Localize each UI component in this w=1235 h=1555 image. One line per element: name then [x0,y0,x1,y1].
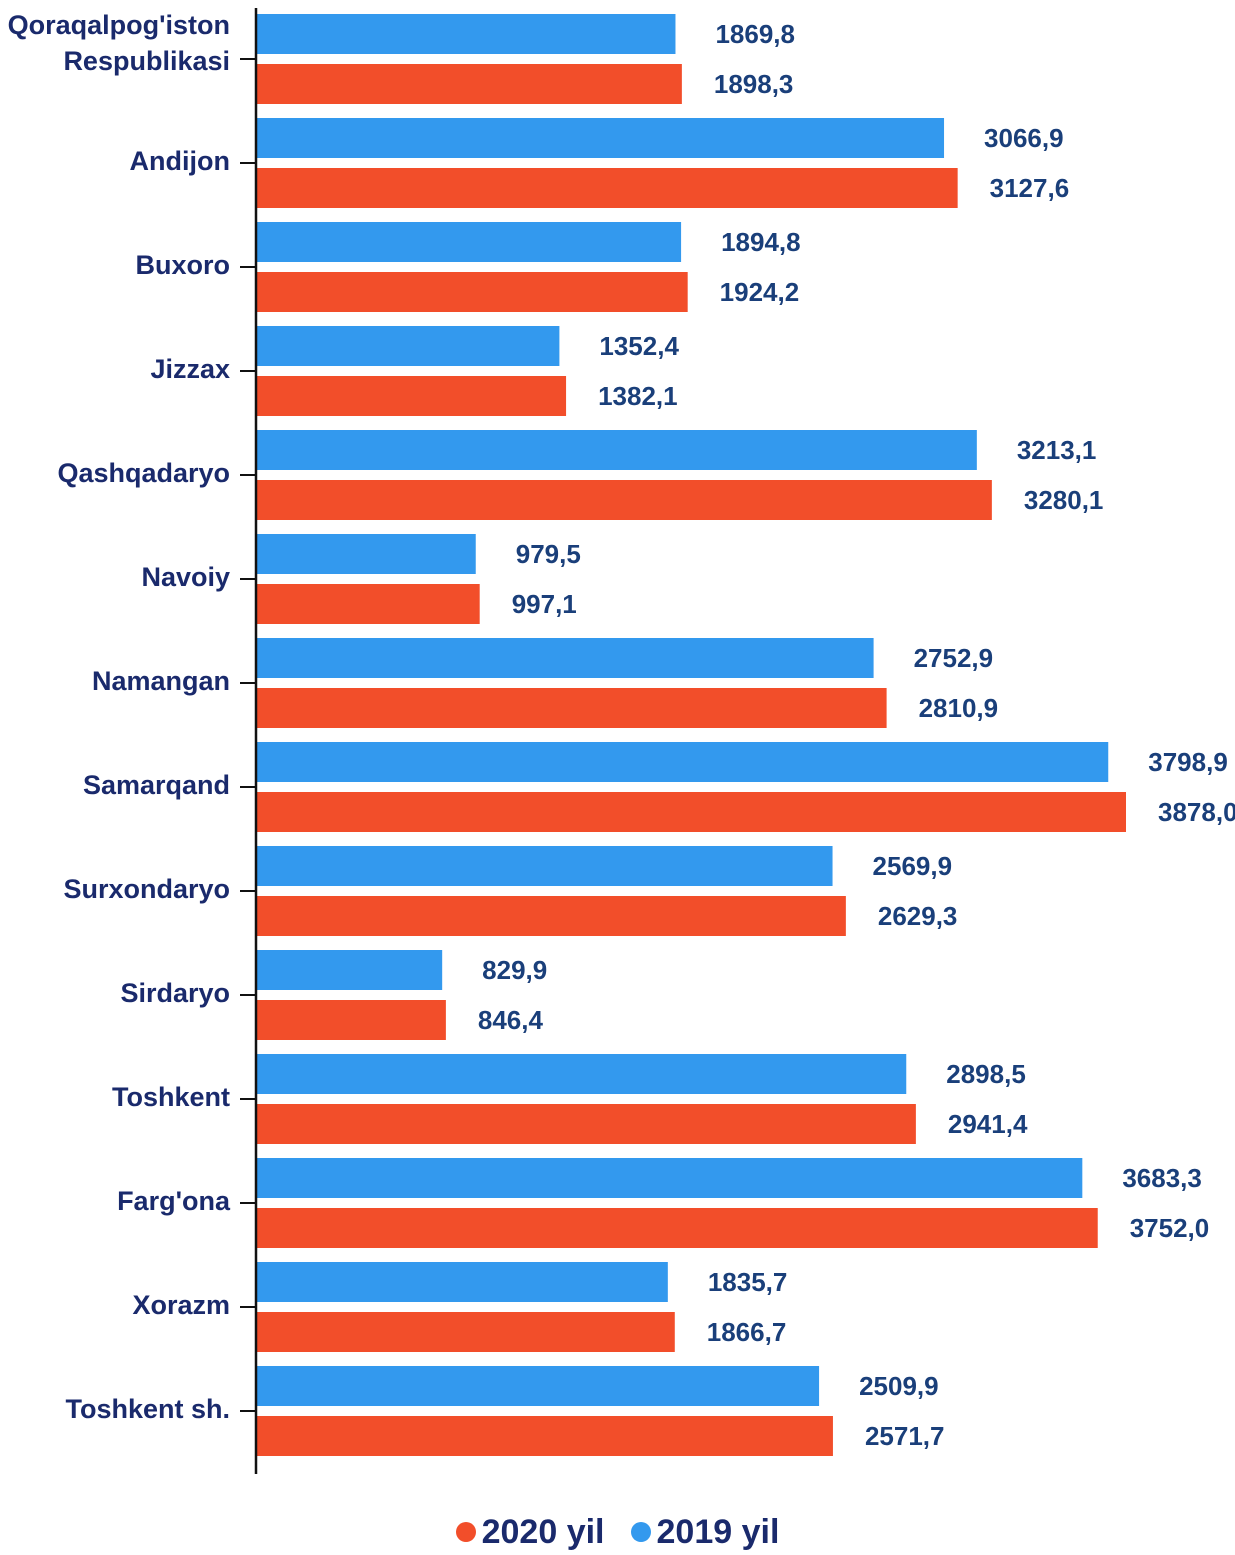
category-label: Respublikasi [63,46,230,76]
bar-2019 [256,1262,668,1302]
data-label-2020: 2571,7 [865,1421,945,1451]
category-label: Xorazm [132,1290,230,1320]
category-label: Jizzax [150,354,230,384]
data-label-2020: 2810,9 [919,693,999,723]
data-label-2020: 846,4 [478,1005,544,1035]
data-label-2020: 3280,1 [1024,485,1104,515]
legend-dot-2019-icon [630,1522,651,1542]
bar-2020 [256,272,688,312]
bar-2020 [256,1104,916,1144]
bar-2020 [256,168,958,208]
bar-2020 [256,1000,446,1040]
bar-2020 [256,1416,833,1456]
data-label-2020: 2941,4 [948,1109,1028,1139]
category-label: Qoraqalpog'iston [8,10,230,40]
data-label-2019: 2752,9 [914,643,994,673]
data-label-2019: 3066,9 [984,123,1064,153]
data-label-2020: 997,1 [512,589,577,619]
bar-2020 [256,792,1126,832]
legend-label-2020: 2020 yil [481,1512,605,1551]
bar-2019 [256,1054,907,1094]
category-label: Qashqadaryo [57,458,230,488]
data-label-2019: 3798,9 [1148,747,1228,777]
bar-2019 [256,326,560,366]
bar-2020 [256,688,887,728]
bar-2020 [256,64,682,104]
data-label-2019: 3683,3 [1122,1163,1202,1193]
category-label: Surxondaryo [63,874,230,904]
bar-2019 [256,222,682,262]
data-label-2019: 1894,8 [721,227,801,257]
legend-item-2020: 2020 yil [455,1512,605,1552]
bar-2019 [256,846,833,886]
data-label-2020: 1898,3 [714,69,794,99]
bar-2019 [256,534,476,574]
bar-2020 [256,896,846,936]
bar-2019 [256,14,676,54]
bar-2019 [256,430,977,470]
data-label-2019: 2569,9 [873,851,953,881]
category-label: Farg'ona [117,1186,231,1216]
data-label-2020: 2629,3 [878,901,958,931]
data-label-2020: 3878,0 [1158,797,1235,827]
bar-2019 [256,1366,820,1406]
category-label: Navoiy [141,562,230,592]
bar-2019 [256,118,945,158]
bar-2020 [256,376,567,416]
data-label-2020: 3127,6 [990,173,1070,203]
legend-item-2019: 2019 yil [630,1512,780,1552]
category-label: Sirdaryo [120,978,230,1008]
bar-2019 [256,638,874,678]
bar-2020 [256,1312,675,1352]
category-label: Andijon [130,146,230,176]
bar-2020 [256,584,480,624]
data-label-2020: 1382,1 [598,381,678,411]
data-label-2019: 2898,5 [946,1059,1026,1089]
category-label: Samarqand [83,770,230,800]
bar-2019 [256,742,1109,782]
data-label-2020: 1924,2 [720,277,800,307]
bar-2020 [256,1208,1098,1248]
chart-svg: 1869,8 1898,3 Qoraqalpog'iston Respublikasi… [8,8,1235,1474]
bar-2019 [256,950,443,990]
category-label: Namangan [92,666,230,696]
legend-dot-2020-icon [455,1522,476,1542]
chart-legend: 2020 yil 2019 yil [0,1510,1235,1554]
data-label-2020: 3752,0 [1130,1213,1210,1243]
data-label-2019: 2509,9 [859,1371,939,1401]
data-label-2020: 1866,7 [707,1317,787,1347]
data-label-2019: 1869,8 [715,19,795,49]
category-label: Toshkent sh. [65,1394,230,1424]
legend-label-2019: 2019 yil [656,1512,780,1551]
category-label: Buxoro [136,250,231,280]
category-label: Toshkent [112,1082,230,1112]
data-label-2019: 1835,7 [708,1267,788,1297]
bar-2020 [256,480,992,520]
data-label-2019: 1352,4 [599,331,679,361]
data-label-2019: 979,5 [516,539,581,569]
bar-2019 [256,1158,1083,1198]
data-label-2019: 3213,1 [1017,435,1097,465]
data-label-2019: 829,9 [482,955,547,985]
